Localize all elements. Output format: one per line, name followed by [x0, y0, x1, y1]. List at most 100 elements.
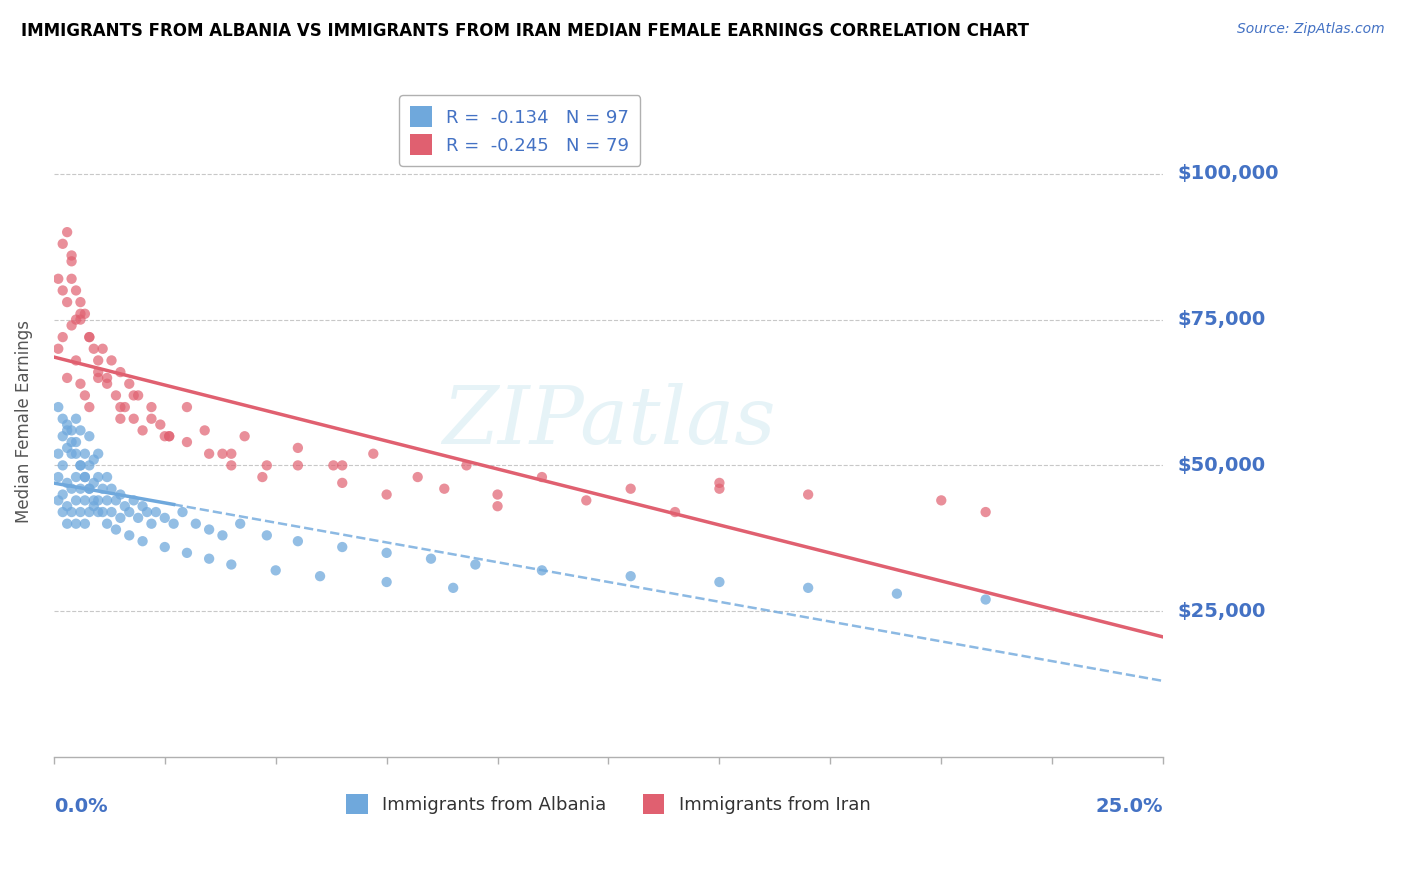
Point — [620, 482, 643, 496]
Point — [65, 284, 87, 298]
Point — [375, 546, 398, 560]
Point — [46, 272, 69, 286]
Point — [157, 429, 180, 443]
Point — [375, 574, 398, 589]
Point — [797, 581, 820, 595]
Point — [46, 400, 69, 414]
Point — [433, 482, 456, 496]
Point — [929, 493, 952, 508]
Point — [52, 411, 75, 425]
Legend: Immigrants from Albania, Immigrants from Iran: Immigrants from Albania, Immigrants from… — [339, 787, 877, 822]
Point — [100, 482, 122, 496]
Point — [65, 411, 87, 425]
Text: 0.0%: 0.0% — [53, 797, 107, 816]
Point — [52, 505, 75, 519]
Point — [87, 371, 110, 385]
Text: Source: ZipAtlas.com: Source: ZipAtlas.com — [1237, 22, 1385, 37]
Point — [56, 371, 79, 385]
Point — [110, 411, 132, 425]
Point — [65, 353, 87, 368]
Point — [87, 353, 110, 368]
Point — [131, 534, 153, 549]
Point — [69, 458, 91, 473]
Point — [104, 388, 127, 402]
Point — [118, 505, 141, 519]
Point — [73, 516, 96, 531]
Point — [211, 447, 233, 461]
Point — [141, 411, 163, 425]
Point — [91, 505, 114, 519]
Point — [52, 458, 75, 473]
Point — [96, 516, 118, 531]
Point — [229, 516, 252, 531]
Point — [56, 516, 79, 531]
Point — [56, 475, 79, 490]
Point — [110, 511, 132, 525]
Point — [60, 482, 83, 496]
Point — [83, 452, 105, 467]
Point — [56, 417, 79, 432]
Point — [73, 493, 96, 508]
Point — [56, 295, 79, 310]
Point — [56, 225, 79, 239]
Point — [127, 511, 149, 525]
Point — [176, 435, 198, 450]
Point — [65, 493, 87, 508]
Point — [441, 581, 464, 595]
Point — [198, 523, 221, 537]
Point — [83, 342, 105, 356]
Point — [118, 376, 141, 391]
Point — [153, 429, 176, 443]
Text: IMMIGRANTS FROM ALBANIA VS IMMIGRANTS FROM IRAN MEDIAN FEMALE EARNINGS CORRELATI: IMMIGRANTS FROM ALBANIA VS IMMIGRANTS FR… — [21, 22, 1029, 40]
Point — [264, 563, 287, 577]
Point — [149, 417, 172, 432]
Point — [56, 441, 79, 455]
Point — [69, 295, 91, 310]
Point — [79, 330, 101, 344]
Point — [65, 435, 87, 450]
Point — [60, 272, 83, 286]
Point — [256, 458, 278, 473]
Point — [87, 365, 110, 379]
Point — [464, 558, 486, 572]
Point — [664, 505, 686, 519]
Point — [73, 307, 96, 321]
Point — [974, 505, 997, 519]
Point — [141, 516, 163, 531]
Point — [96, 376, 118, 391]
Point — [420, 551, 443, 566]
Point — [886, 587, 908, 601]
Point — [96, 493, 118, 508]
Point — [69, 376, 91, 391]
Point — [122, 411, 145, 425]
Point — [456, 458, 478, 473]
Point — [322, 458, 344, 473]
Point — [530, 563, 553, 577]
Point — [709, 475, 731, 490]
Point — [60, 424, 83, 438]
Point — [79, 482, 101, 496]
Point — [91, 342, 114, 356]
Point — [104, 493, 127, 508]
Point — [60, 447, 83, 461]
Point — [73, 388, 96, 402]
Point — [52, 330, 75, 344]
Point — [60, 318, 83, 333]
Point — [233, 429, 256, 443]
Point — [96, 371, 118, 385]
Point — [709, 482, 731, 496]
Point — [100, 353, 122, 368]
Point — [141, 400, 163, 414]
Point — [69, 482, 91, 496]
Point — [69, 424, 91, 438]
Point — [153, 511, 176, 525]
Point — [87, 470, 110, 484]
Point — [709, 574, 731, 589]
Point — [122, 493, 145, 508]
Text: $100,000: $100,000 — [1177, 164, 1278, 184]
Point — [46, 493, 69, 508]
Point — [79, 429, 101, 443]
Point — [118, 528, 141, 542]
Point — [221, 558, 243, 572]
Point — [114, 400, 136, 414]
